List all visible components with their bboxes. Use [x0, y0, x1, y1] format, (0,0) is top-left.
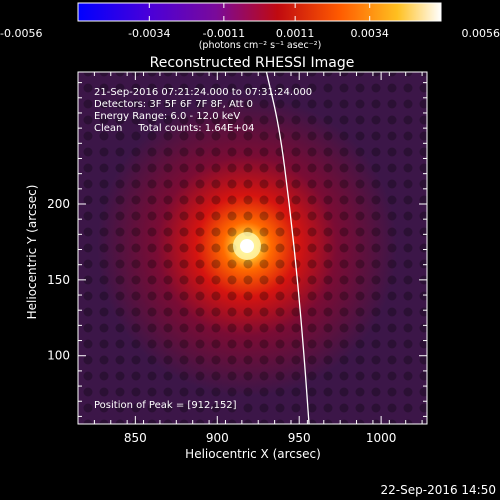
y-tick-label: 150	[47, 273, 70, 287]
annotation-detectors: Detectors: 3F 5F 6F 7F 8F, Att 0	[94, 99, 253, 110]
colorbar-tick-label: 0.0011	[276, 27, 315, 40]
colorbar-ticks: -0.0056 -0.0034 -0.0011 0.0011 0.0034 0.0056	[0, 2, 500, 40]
y-tick-label: 200	[47, 197, 70, 211]
colorbar-tick-label: -0.0011	[203, 27, 245, 40]
axis-ticks: 850 900 950 1000 100 150 200	[47, 72, 427, 445]
chart-title: Reconstructed RHESSI Image	[150, 55, 355, 71]
source-peak	[240, 239, 254, 253]
y-tick-label: 100	[47, 349, 70, 363]
solar-limb-curve	[265, 72, 310, 424]
annotation-energy: Energy Range: 6.0 - 12.0 keV	[94, 111, 240, 122]
colorbar-tick-label: 0.0034	[350, 27, 389, 40]
annotation-peak: Position of Peak = [912,152]	[94, 400, 237, 411]
colorbar-tick-label: 0.0056	[462, 27, 500, 40]
x-tick-label: 850	[124, 431, 147, 445]
x-axis-label: Heliocentric X (arcsec)	[185, 447, 321, 461]
y-axis-label: Heliocentric Y (arcsec)	[25, 185, 39, 320]
plot-image	[78, 72, 427, 424]
colorbar-unit-label: (photons cm⁻² s⁻¹ asec⁻²)	[199, 40, 322, 51]
colorbar-tick-label: -0.0056	[0, 27, 42, 40]
timestamp: 22-Sep-2016 14:50	[381, 483, 496, 497]
annotation-clean: Clean Total counts: 1.64E+04	[94, 123, 254, 134]
plot-frame	[77, 71, 428, 425]
x-tick-label: 900	[206, 431, 229, 445]
annotation-time: 21-Sep-2016 07:21:24.000 to 07:31:24.000	[94, 87, 312, 98]
x-tick-label: 1000	[366, 431, 397, 445]
x-tick-label: 950	[288, 431, 311, 445]
colorbar-bar	[78, 3, 441, 21]
colorbar-frame	[77, 2, 442, 22]
colorbar-tick-label: -0.0034	[128, 27, 170, 40]
